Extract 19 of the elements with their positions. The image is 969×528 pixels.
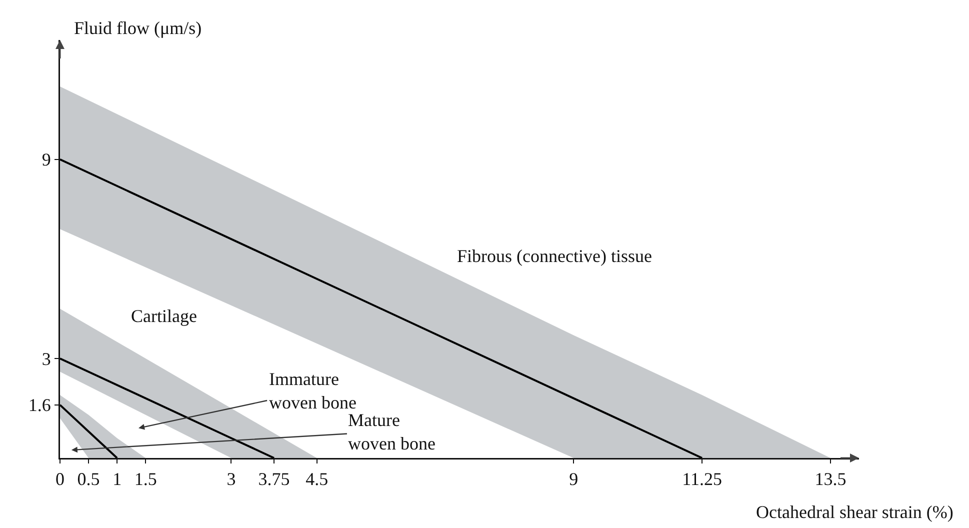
x-tick-label: 3.75 (258, 469, 290, 490)
annotation: Fibrous (connective) tissue (457, 246, 652, 266)
x-tick-label: 11.25 (682, 469, 722, 490)
x-tick-label: 1 (112, 469, 122, 490)
y-tick-label: 1.6 (28, 395, 51, 416)
x-axis-title: Octahedral shear strain (%) (756, 502, 954, 522)
y-tick-label: 3 (42, 348, 51, 369)
y-tick-label: 9 (42, 150, 51, 170)
annotation: Immature woven bone (269, 369, 356, 412)
x-tick-label: 4.5 (306, 469, 328, 490)
y-axis-title: Fluid flow (μm/s) (74, 18, 202, 38)
x-tick-label: 9 (569, 469, 578, 490)
x-tick-label: 0.5 (77, 469, 100, 490)
x-tick-label: 1.5 (134, 469, 157, 490)
x-tick-label: 13.5 (814, 469, 846, 490)
annotation: Cartilage (131, 306, 197, 326)
x-tick-label: 3 (226, 469, 236, 490)
annotation: Mature woven bone (348, 410, 436, 454)
x-tick-label: 0 (56, 469, 64, 490)
